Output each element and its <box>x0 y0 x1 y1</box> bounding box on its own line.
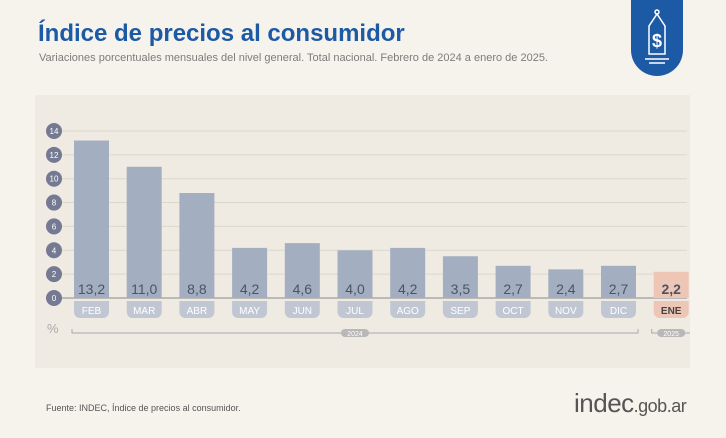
y-tick-badge <box>46 194 62 211</box>
x-tick-badge <box>653 301 689 318</box>
data-label: 2,2 <box>661 281 681 297</box>
y-tick-label: 14 <box>50 127 59 136</box>
bar-ago <box>390 247 426 298</box>
data-label: 8,8 <box>187 281 207 297</box>
data-label: 4,6 <box>293 281 313 297</box>
data-label: 11,0 <box>131 281 157 297</box>
y-tick-badge <box>46 242 62 259</box>
x-tick-badge <box>548 301 584 318</box>
y-tick-label: 4 <box>52 246 57 255</box>
y-tick-badge <box>46 290 62 306</box>
year-label: 2024 <box>347 331 363 338</box>
y-tick-badge <box>46 266 62 283</box>
page-title: Índice de precios al consumidor <box>38 20 405 47</box>
bar-nov <box>548 269 584 298</box>
x-tick-badge <box>442 301 478 318</box>
data-label: 3,5 <box>451 281 471 297</box>
data-label: 4,2 <box>398 281 418 297</box>
y-tick-badge <box>46 146 62 163</box>
y-tick-label: 0 <box>52 294 57 303</box>
chart-panel: 0 2 4 6 8 10 12 14% 13,2 FEB 11,0 MAR 8,8 ABR 4,2 MAY 4,… <box>35 95 690 368</box>
x-tick-badge <box>232 301 268 318</box>
bar-ene <box>653 271 689 298</box>
x-tick-label: OCT <box>503 306 524 317</box>
bar-abr <box>179 193 215 298</box>
y-tick-label: 12 <box>50 151 59 160</box>
bar-feb <box>74 140 109 298</box>
x-tick-badge <box>337 301 373 318</box>
year-badge <box>657 329 686 337</box>
x-tick-badge <box>179 301 215 318</box>
x-tick-label: NOV <box>555 306 577 317</box>
x-tick-badge <box>284 301 320 318</box>
x-tick-label: MAR <box>133 306 155 317</box>
x-tick-label: ABR <box>187 306 208 317</box>
data-label: 2,7 <box>503 281 523 297</box>
data-label: 4,2 <box>240 281 260 297</box>
subtitle: Variaciones porcentuales mensuales del n… <box>39 52 548 64</box>
svg-text:$: $ <box>652 31 662 51</box>
y-tick-label: 8 <box>52 199 57 208</box>
y-tick-label: 2 <box>52 270 57 279</box>
data-label: 2,4 <box>556 281 576 297</box>
x-tick-badge <box>74 301 109 318</box>
x-tick-label: FEB <box>82 306 102 317</box>
x-tick-label: SEP <box>450 306 470 317</box>
bar-jul <box>337 250 373 298</box>
y-axis-label: % <box>47 321 59 336</box>
bar-chart: 0 2 4 6 8 10 12 14% 13,2 FEB 11,0 MAR 8,8 ABR 4,2 MAY 4,… <box>46 122 690 338</box>
bar-jun <box>284 243 320 298</box>
bar-mar <box>126 166 162 298</box>
indec-logo: indec.gob.ar <box>574 388 687 418</box>
data-label: 13,2 <box>78 281 105 297</box>
x-tick-label: DIC <box>610 306 627 317</box>
x-tick-badge <box>495 301 531 318</box>
x-tick-badge <box>601 301 636 318</box>
bar-oct <box>495 265 531 298</box>
bar-may <box>232 247 268 298</box>
bar-dic <box>601 265 636 298</box>
data-label: 4,0 <box>345 281 365 297</box>
x-tick-label: JUL <box>346 306 364 317</box>
y-tick-badge <box>46 170 62 187</box>
data-label: 2,7 <box>609 281 629 297</box>
bar-sep <box>442 256 478 298</box>
x-tick-label: JUN <box>293 306 312 317</box>
y-tick-badge <box>46 218 62 235</box>
x-tick-label: MAY <box>239 306 260 317</box>
y-tick-label: 6 <box>52 222 57 231</box>
x-tick-label: AGO <box>397 306 419 317</box>
y-tick-badge <box>46 122 62 139</box>
x-tick-badge <box>390 301 426 318</box>
source-note: Fuente: INDEC, Índice de precios al cons… <box>46 403 241 413</box>
year-badge <box>341 329 369 337</box>
x-tick-badge <box>126 301 162 318</box>
year-label: 2025 <box>663 331 679 338</box>
x-tick-label: ENE <box>661 306 682 317</box>
y-tick-label: 10 <box>50 175 59 184</box>
price-tag-dollar-icon: $ <box>631 0 683 76</box>
